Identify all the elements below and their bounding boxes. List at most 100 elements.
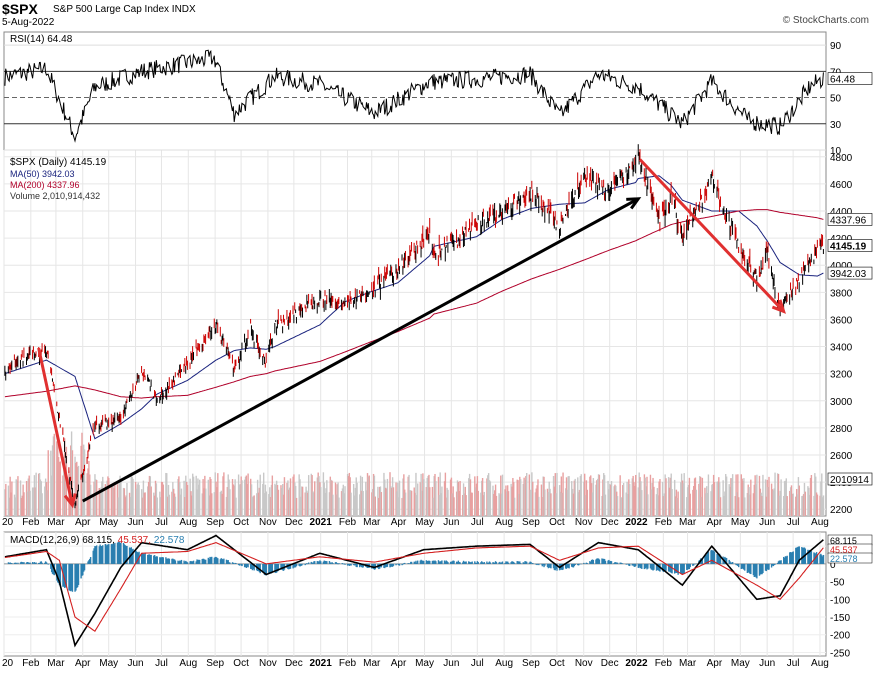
macd-histogram-bar xyxy=(747,563,749,572)
volume-bar xyxy=(487,475,489,516)
macd-histogram-bar xyxy=(680,563,682,574)
macd-histogram-bar xyxy=(413,561,415,564)
x-axis-label: Sep xyxy=(522,517,540,528)
macd-histogram-bar xyxy=(552,563,555,569)
volume-bar xyxy=(820,481,822,516)
volume-bar xyxy=(160,497,162,516)
volume-bar xyxy=(510,483,512,516)
volume-bar xyxy=(665,478,667,516)
volume-bar xyxy=(813,495,815,516)
volume-bar xyxy=(219,491,222,516)
macd-histogram-bar xyxy=(433,561,435,564)
volume-bar xyxy=(487,473,490,516)
volume-bar xyxy=(498,493,500,516)
volume-bar xyxy=(550,493,552,516)
volume-bar xyxy=(554,473,556,516)
volume-bar xyxy=(631,478,633,516)
volume-bar xyxy=(40,481,43,516)
volume-bar xyxy=(778,495,781,516)
volume-bar xyxy=(795,496,797,516)
macd-histogram-bar xyxy=(9,562,11,564)
macd-histogram-bar xyxy=(98,546,100,564)
macd-histogram-bar xyxy=(586,563,588,564)
macd-histogram-bar xyxy=(354,563,357,566)
x-axis-label: Feb xyxy=(339,517,357,528)
macd-histogram-bar xyxy=(725,557,727,564)
macd-histogram-bar xyxy=(143,554,145,564)
macd-histogram-bar xyxy=(227,560,229,564)
macd-histogram-bar xyxy=(562,563,564,570)
volume-bar xyxy=(718,477,720,516)
volume-bar xyxy=(731,474,734,516)
macd-histogram-bar xyxy=(231,562,234,564)
volume-bar xyxy=(114,485,116,516)
volume-bar xyxy=(110,484,113,516)
volume-bar xyxy=(705,493,707,516)
volume-bar xyxy=(155,483,158,516)
macd-histogram-bar xyxy=(767,563,769,570)
macd-histogram-bar xyxy=(568,563,570,569)
volume-bar xyxy=(160,481,163,516)
volume-bar xyxy=(628,479,630,516)
macd-histogram-bar xyxy=(766,563,768,570)
macd-histogram-bar xyxy=(628,563,631,567)
volume-bar xyxy=(136,484,139,516)
x-axis-label: 2021 xyxy=(310,517,333,528)
x-axis-label: Oct xyxy=(549,517,565,528)
macd-histogram-bar xyxy=(785,556,787,564)
volume-bar xyxy=(124,497,126,516)
macd-histogram-bar xyxy=(603,559,606,564)
macd-histogram-bar xyxy=(155,556,158,564)
volume-bar xyxy=(31,487,34,516)
volume-bar xyxy=(46,490,49,516)
macd-histogram-bar xyxy=(607,560,609,564)
macd-histogram-bar xyxy=(461,562,464,564)
macd-histogram-bar xyxy=(646,563,648,570)
volume-bar xyxy=(500,475,502,516)
volume-bar xyxy=(341,488,344,516)
macd-histogram-bar xyxy=(439,561,441,564)
macd-histogram-bar xyxy=(712,550,715,564)
volume-bar xyxy=(675,489,678,516)
macd-histogram-bar xyxy=(647,563,649,569)
volume-bar xyxy=(729,486,731,516)
volume-bar xyxy=(494,490,496,516)
macd-histogram-bar xyxy=(538,563,540,566)
volume-bar xyxy=(810,474,813,516)
x-axis-label: 2022 xyxy=(625,517,648,528)
volume-bar xyxy=(374,496,376,516)
volume-bar xyxy=(725,476,728,516)
macd-histogram-bar xyxy=(259,563,261,574)
macd-histogram-bar xyxy=(250,563,253,570)
macd-histogram-bar xyxy=(783,556,785,564)
volume-bar xyxy=(724,491,726,516)
macd-histogram-bar xyxy=(355,563,357,568)
macd-histogram-bar xyxy=(335,562,338,564)
volume-bar xyxy=(349,477,351,516)
volume-bar xyxy=(389,472,391,516)
macd-histogram-bar xyxy=(501,561,504,564)
volume-bar xyxy=(683,473,685,516)
volume-bar xyxy=(57,443,59,516)
macd-histogram-bar xyxy=(464,561,466,564)
volume-bar xyxy=(414,492,416,516)
macd-histogram-bar xyxy=(487,562,490,564)
volume-bar xyxy=(172,482,174,516)
macd-histogram-bar xyxy=(252,563,254,570)
macd-histogram-bar xyxy=(687,563,690,570)
volume-bar xyxy=(536,485,538,516)
exchange-label: INDX xyxy=(171,4,196,15)
volume-bar xyxy=(10,492,12,516)
volume-bar xyxy=(373,475,376,516)
volume-bar xyxy=(718,482,721,516)
volume-bar xyxy=(568,476,570,516)
volume-bar xyxy=(153,492,155,516)
volume-bar xyxy=(663,493,665,516)
volume-bar xyxy=(214,472,216,516)
volume-bar xyxy=(392,487,395,516)
volume-bar xyxy=(371,492,373,516)
macd-histogram-bar xyxy=(234,562,236,564)
volume-bar xyxy=(774,472,776,516)
macd-histogram-bar xyxy=(643,563,646,570)
macd-histogram-bar xyxy=(603,558,605,564)
